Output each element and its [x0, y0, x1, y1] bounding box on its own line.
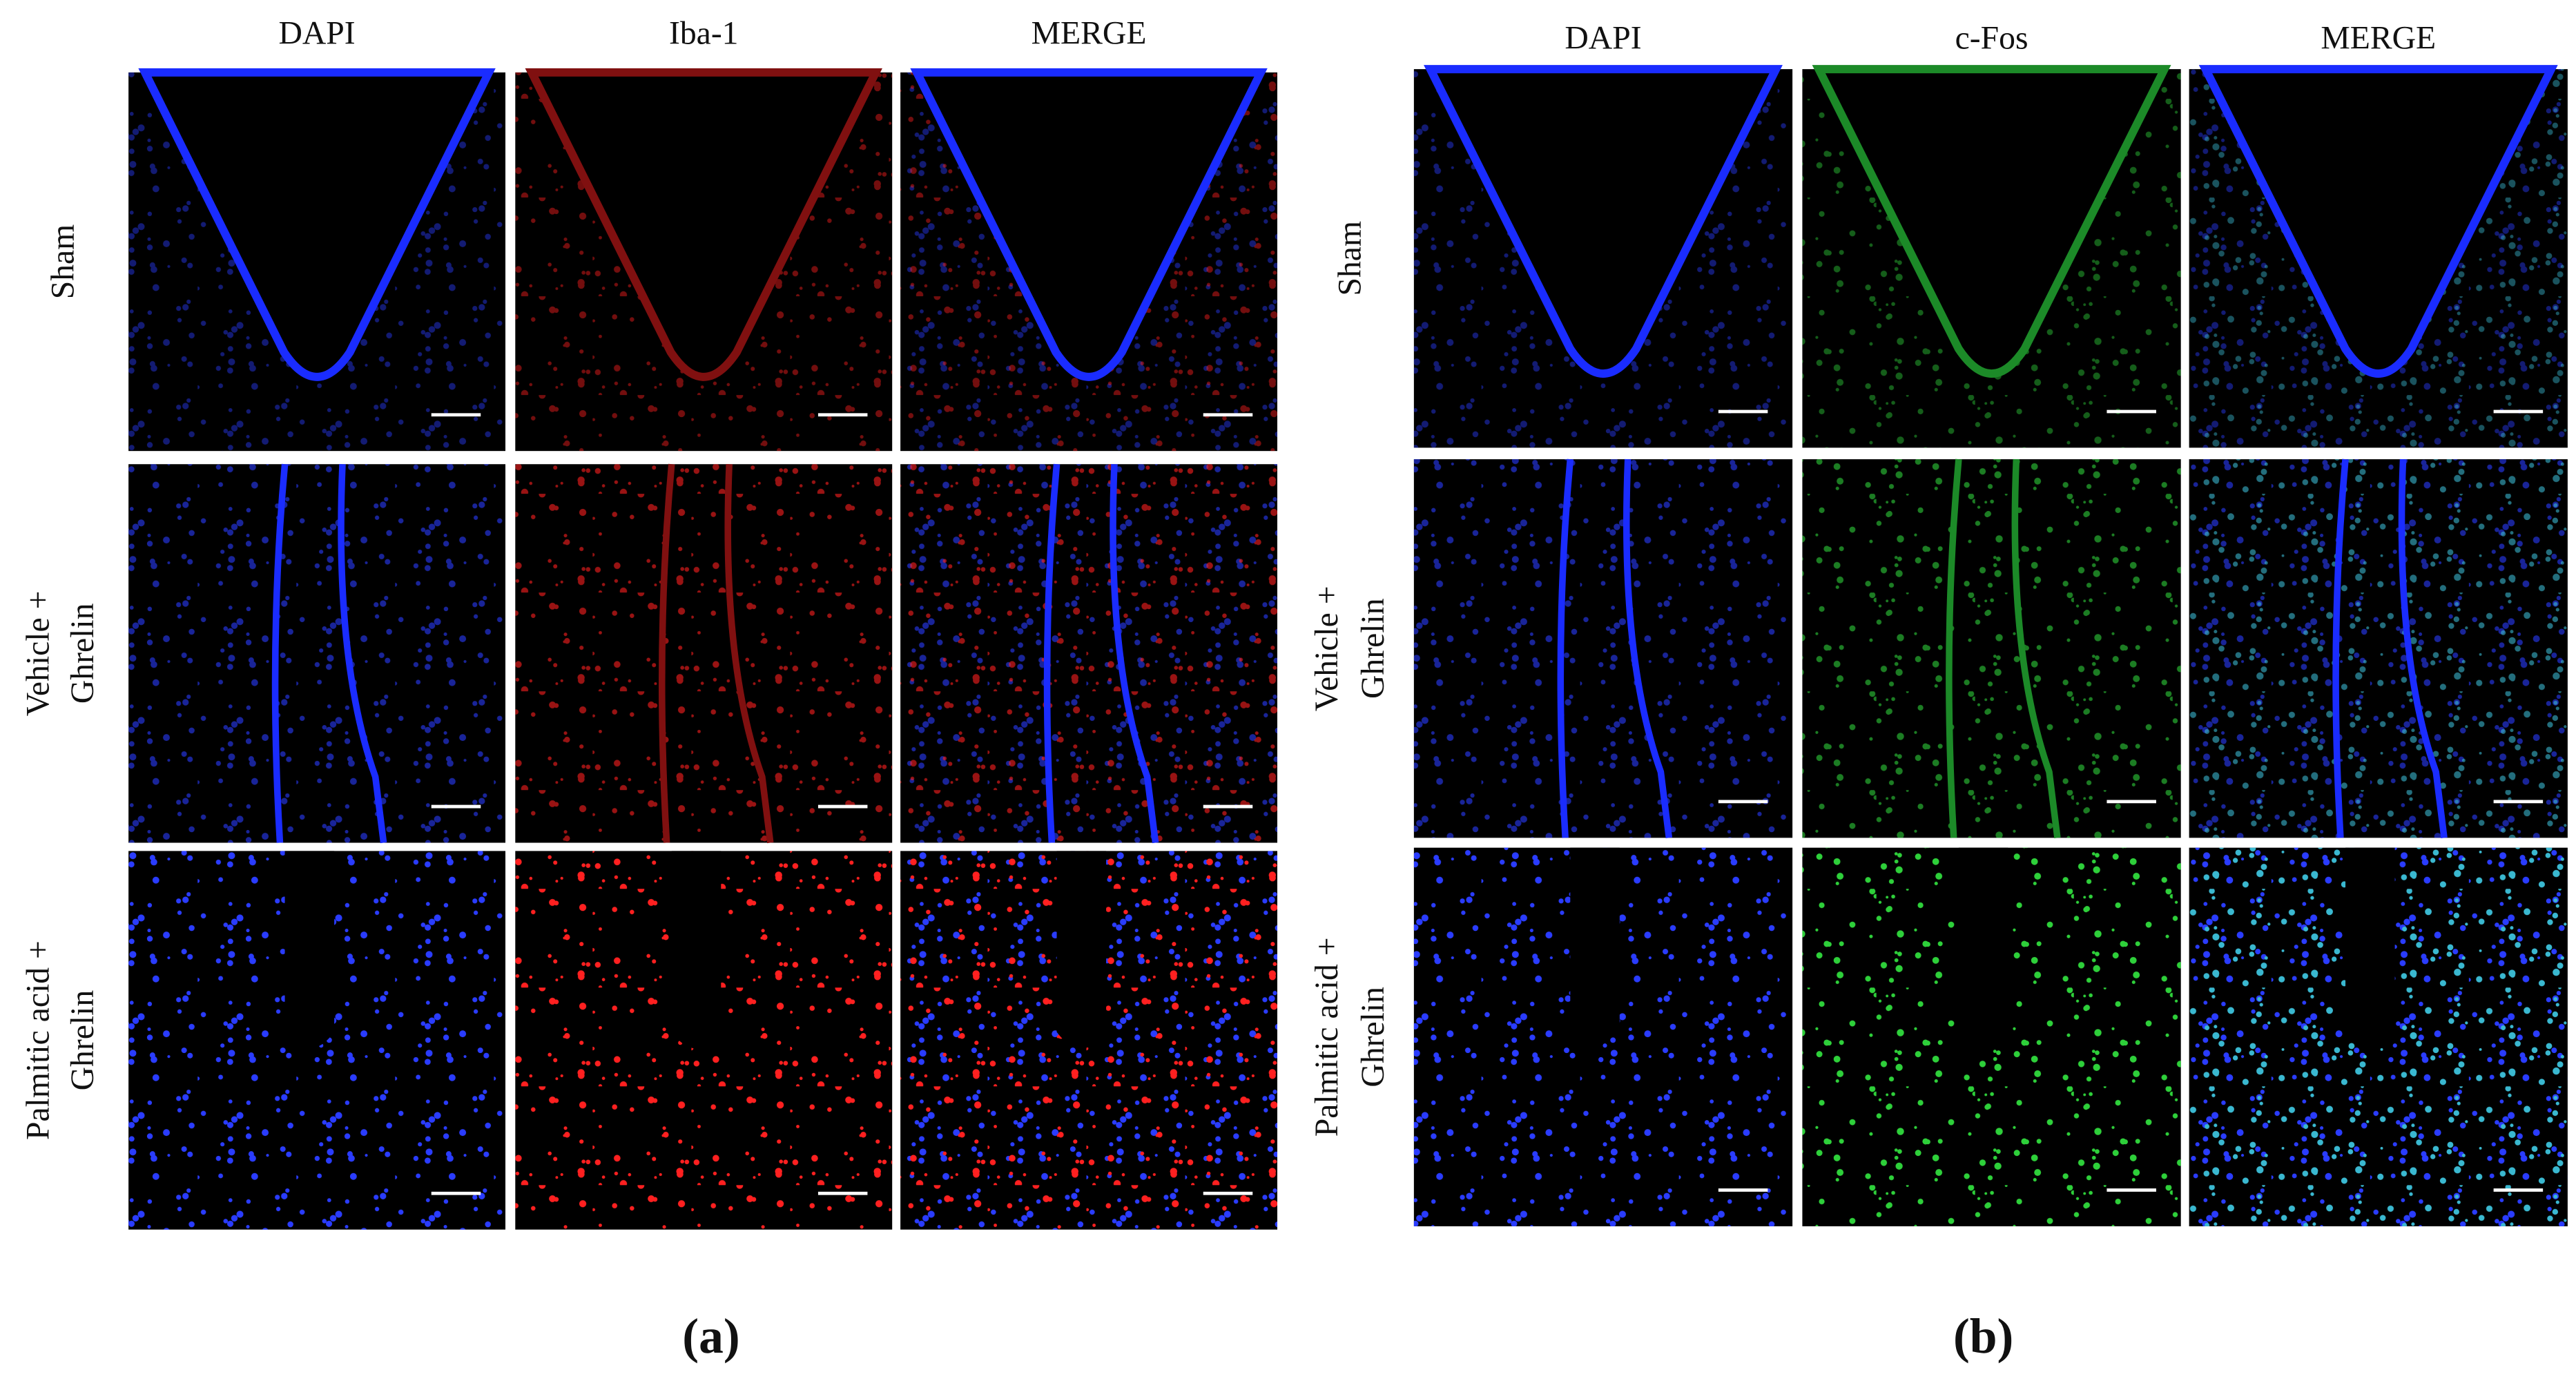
ventricle	[271, 463, 387, 844]
micrograph	[515, 68, 893, 452]
row-label: Vehicle +	[1309, 586, 1345, 711]
row-label: Vehicle +	[21, 591, 57, 717]
ventricle	[1958, 847, 2008, 1045]
ventricle	[1812, 65, 2171, 378]
column-label: DAPI	[1565, 21, 1641, 57]
micrograph	[1802, 458, 2181, 838]
micrograph	[900, 851, 1278, 1230]
ventricle	[671, 851, 722, 1049]
ventricle	[658, 463, 774, 844]
ventricle	[1043, 463, 1159, 844]
micrograph	[1802, 847, 2181, 1226]
micrograph	[1802, 65, 2181, 448]
row-label: Sham	[45, 224, 81, 300]
micrograph	[2189, 847, 2568, 1226]
micrograph	[1413, 458, 1793, 838]
column-label: MERGE	[2321, 21, 2436, 57]
micrograph	[515, 851, 893, 1230]
row-label: Ghrelin	[65, 603, 101, 704]
ventricle	[910, 68, 1268, 381]
stain	[515, 464, 893, 843]
ventricle	[2198, 65, 2558, 378]
row-label: Palmitic acid +	[1309, 937, 1345, 1137]
stain	[1413, 459, 1793, 838]
figure-label: (a)	[682, 1309, 739, 1364]
figure-label: (b)	[1953, 1309, 2013, 1364]
ventricle	[2345, 847, 2395, 1045]
micrograph	[1413, 65, 1793, 448]
row-label: Ghrelin	[1355, 598, 1391, 699]
stain	[1802, 459, 2181, 838]
column-label: DAPI	[278, 15, 355, 51]
stain	[128, 464, 506, 843]
row-label: Ghrelin	[65, 990, 101, 1091]
column-label: Iba-1	[669, 15, 739, 51]
stain	[2189, 459, 2568, 838]
micrograph	[128, 68, 506, 452]
stain	[900, 464, 1278, 843]
ventricle	[1570, 847, 1620, 1045]
ventricle	[525, 68, 882, 381]
micrograph	[515, 463, 893, 844]
micrograph	[900, 463, 1278, 844]
ventricle	[1946, 458, 2061, 838]
ventricle	[138, 68, 496, 381]
column-label: MERGE	[1032, 15, 1147, 51]
column-label: c-Fos	[1955, 21, 2028, 57]
ventricle	[2332, 458, 2448, 838]
micrograph	[2189, 458, 2568, 838]
ventricle	[1056, 851, 1107, 1049]
micrograph	[2189, 65, 2568, 448]
row-label: Palmitic acid +	[21, 940, 57, 1140]
ventricle	[1424, 65, 1783, 378]
row-label: Sham	[1333, 221, 1368, 296]
row-label: Ghrelin	[1355, 987, 1391, 1088]
ventricle	[1557, 458, 1673, 838]
micrograph	[1413, 847, 1793, 1226]
micrograph	[900, 68, 1278, 452]
micrograph	[128, 463, 506, 844]
micrograph	[128, 851, 506, 1230]
ventricle	[284, 851, 335, 1049]
